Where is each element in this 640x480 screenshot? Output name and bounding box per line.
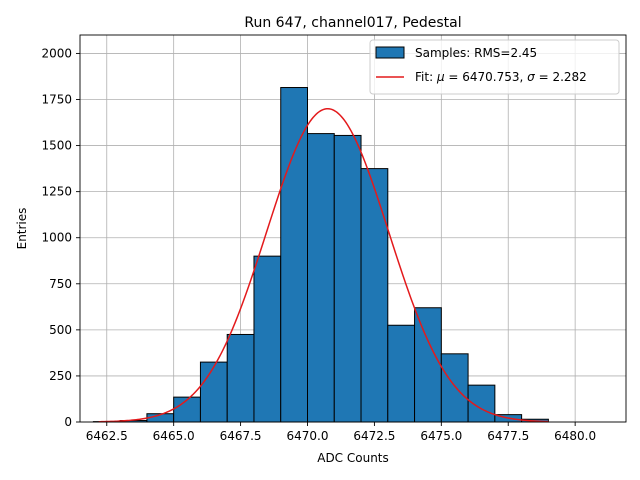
x-axis-label: ADC Counts — [317, 451, 389, 465]
legend: Samples: RMS=2.45 Fit: μ = 6470.753, σ =… — [369, 39, 620, 95]
y-tick-label: 1500 — [41, 139, 72, 153]
histogram-bar — [280, 87, 308, 423]
histogram-bar — [414, 307, 442, 423]
y-axis-label: Entries — [15, 208, 29, 250]
y-tick-label: 2000 — [41, 46, 72, 60]
x-tick-label: 6470.0 — [287, 429, 329, 443]
plot-frame — [79, 34, 627, 423]
y-tick-label: 1250 — [41, 185, 72, 199]
histogram-bar — [307, 133, 335, 423]
histogram-bar — [360, 168, 389, 423]
y-tick-label: 750 — [49, 277, 72, 291]
x-tick-label: 6467.5 — [220, 429, 262, 443]
x-tick-label: 6475.0 — [420, 429, 462, 443]
histogram-bar — [387, 324, 416, 423]
y-tick-label: 1000 — [41, 231, 72, 245]
histogram-bar — [333, 134, 362, 423]
x-axis-ticks: 6462.5 6465.0 6467.5 6470.0 6472.5 6475.0 6477… — [86, 422, 596, 443]
fit-curve-layer — [98, 107, 549, 423]
x-tick-label: 6465.0 — [153, 429, 195, 443]
histogram-bars — [92, 87, 549, 423]
legend-fit-label: Fit: μ = 6470.753, σ = 2.282 — [415, 70, 587, 84]
legend-histogram-label: Samples: RMS=2.45 — [415, 46, 537, 60]
histogram-bar — [226, 333, 255, 423]
x-tick-label: 6480.0 — [554, 429, 596, 443]
chart-title: Run 647, channel017, Pedestal — [244, 15, 461, 31]
legend-box — [369, 39, 620, 95]
x-tick-label: 6477.5 — [487, 429, 529, 443]
gaussian-fit-curve — [98, 107, 549, 423]
y-tick-label: 1750 — [41, 93, 72, 107]
y-tick-label: 0 — [64, 415, 72, 429]
y-axis-ticks: 0 250 500 750 1000 1250 1500 1750 2000 — [41, 46, 80, 429]
histogram-bar — [440, 353, 469, 423]
histogram-bar — [253, 255, 282, 423]
y-tick-label: 500 — [49, 323, 72, 337]
x-tick-label: 6462.5 — [86, 429, 128, 443]
y-tick-label: 250 — [49, 369, 72, 383]
legend-histogram-swatch — [375, 46, 405, 59]
x-tick-label: 6472.5 — [353, 429, 395, 443]
histogram-bar — [173, 396, 201, 423]
histogram-bar — [199, 361, 228, 423]
